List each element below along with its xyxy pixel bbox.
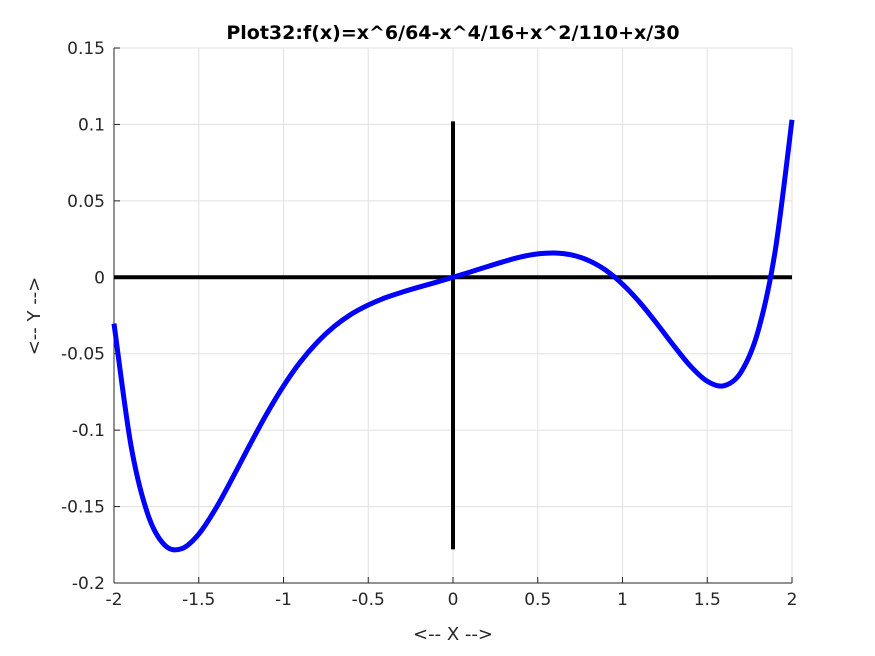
tick-labels: -2 -1.5 -1 -0.5 0 0.5 1 1.5 2 -0.2 -0.15 -0.1 -0.05 0… bbox=[61, 39, 797, 610]
axes bbox=[113, 47, 793, 584]
y-tick-label: -0.1 bbox=[72, 421, 105, 441]
x-tick-label: -1 bbox=[275, 590, 292, 610]
y-tick-label: 0 bbox=[94, 268, 105, 288]
x-tick-label: -0.5 bbox=[352, 590, 385, 610]
x-tick-label: 1.5 bbox=[694, 590, 721, 610]
y-tick-label: -0.15 bbox=[61, 498, 105, 518]
x-tick-label: 1 bbox=[617, 590, 628, 610]
x-tick-label: -2 bbox=[106, 590, 123, 610]
y-tick-label: 0.15 bbox=[67, 39, 105, 59]
chart-title: Plot32:f(x)=x^6/64-x^4/16+x^2/110+x/30 bbox=[226, 22, 679, 44]
y-tick-label: -0.05 bbox=[61, 345, 105, 365]
y-tick-label: 0.1 bbox=[78, 115, 105, 135]
y-tick-label: 0.05 bbox=[67, 192, 105, 212]
x-tick-label: 2 bbox=[787, 590, 798, 610]
x-axis-label: <-- X --> bbox=[413, 624, 493, 645]
x-tick-label: 0.5 bbox=[524, 590, 551, 610]
y-tick-label: -0.2 bbox=[72, 574, 105, 594]
x-tick-label: 0 bbox=[448, 590, 459, 610]
y-axis-label: <-- Y --> bbox=[24, 277, 45, 356]
reference-lines bbox=[114, 121, 792, 550]
series bbox=[111, 119, 795, 553]
x-tick-label: -1.5 bbox=[182, 590, 215, 610]
series-line bbox=[111, 119, 795, 553]
